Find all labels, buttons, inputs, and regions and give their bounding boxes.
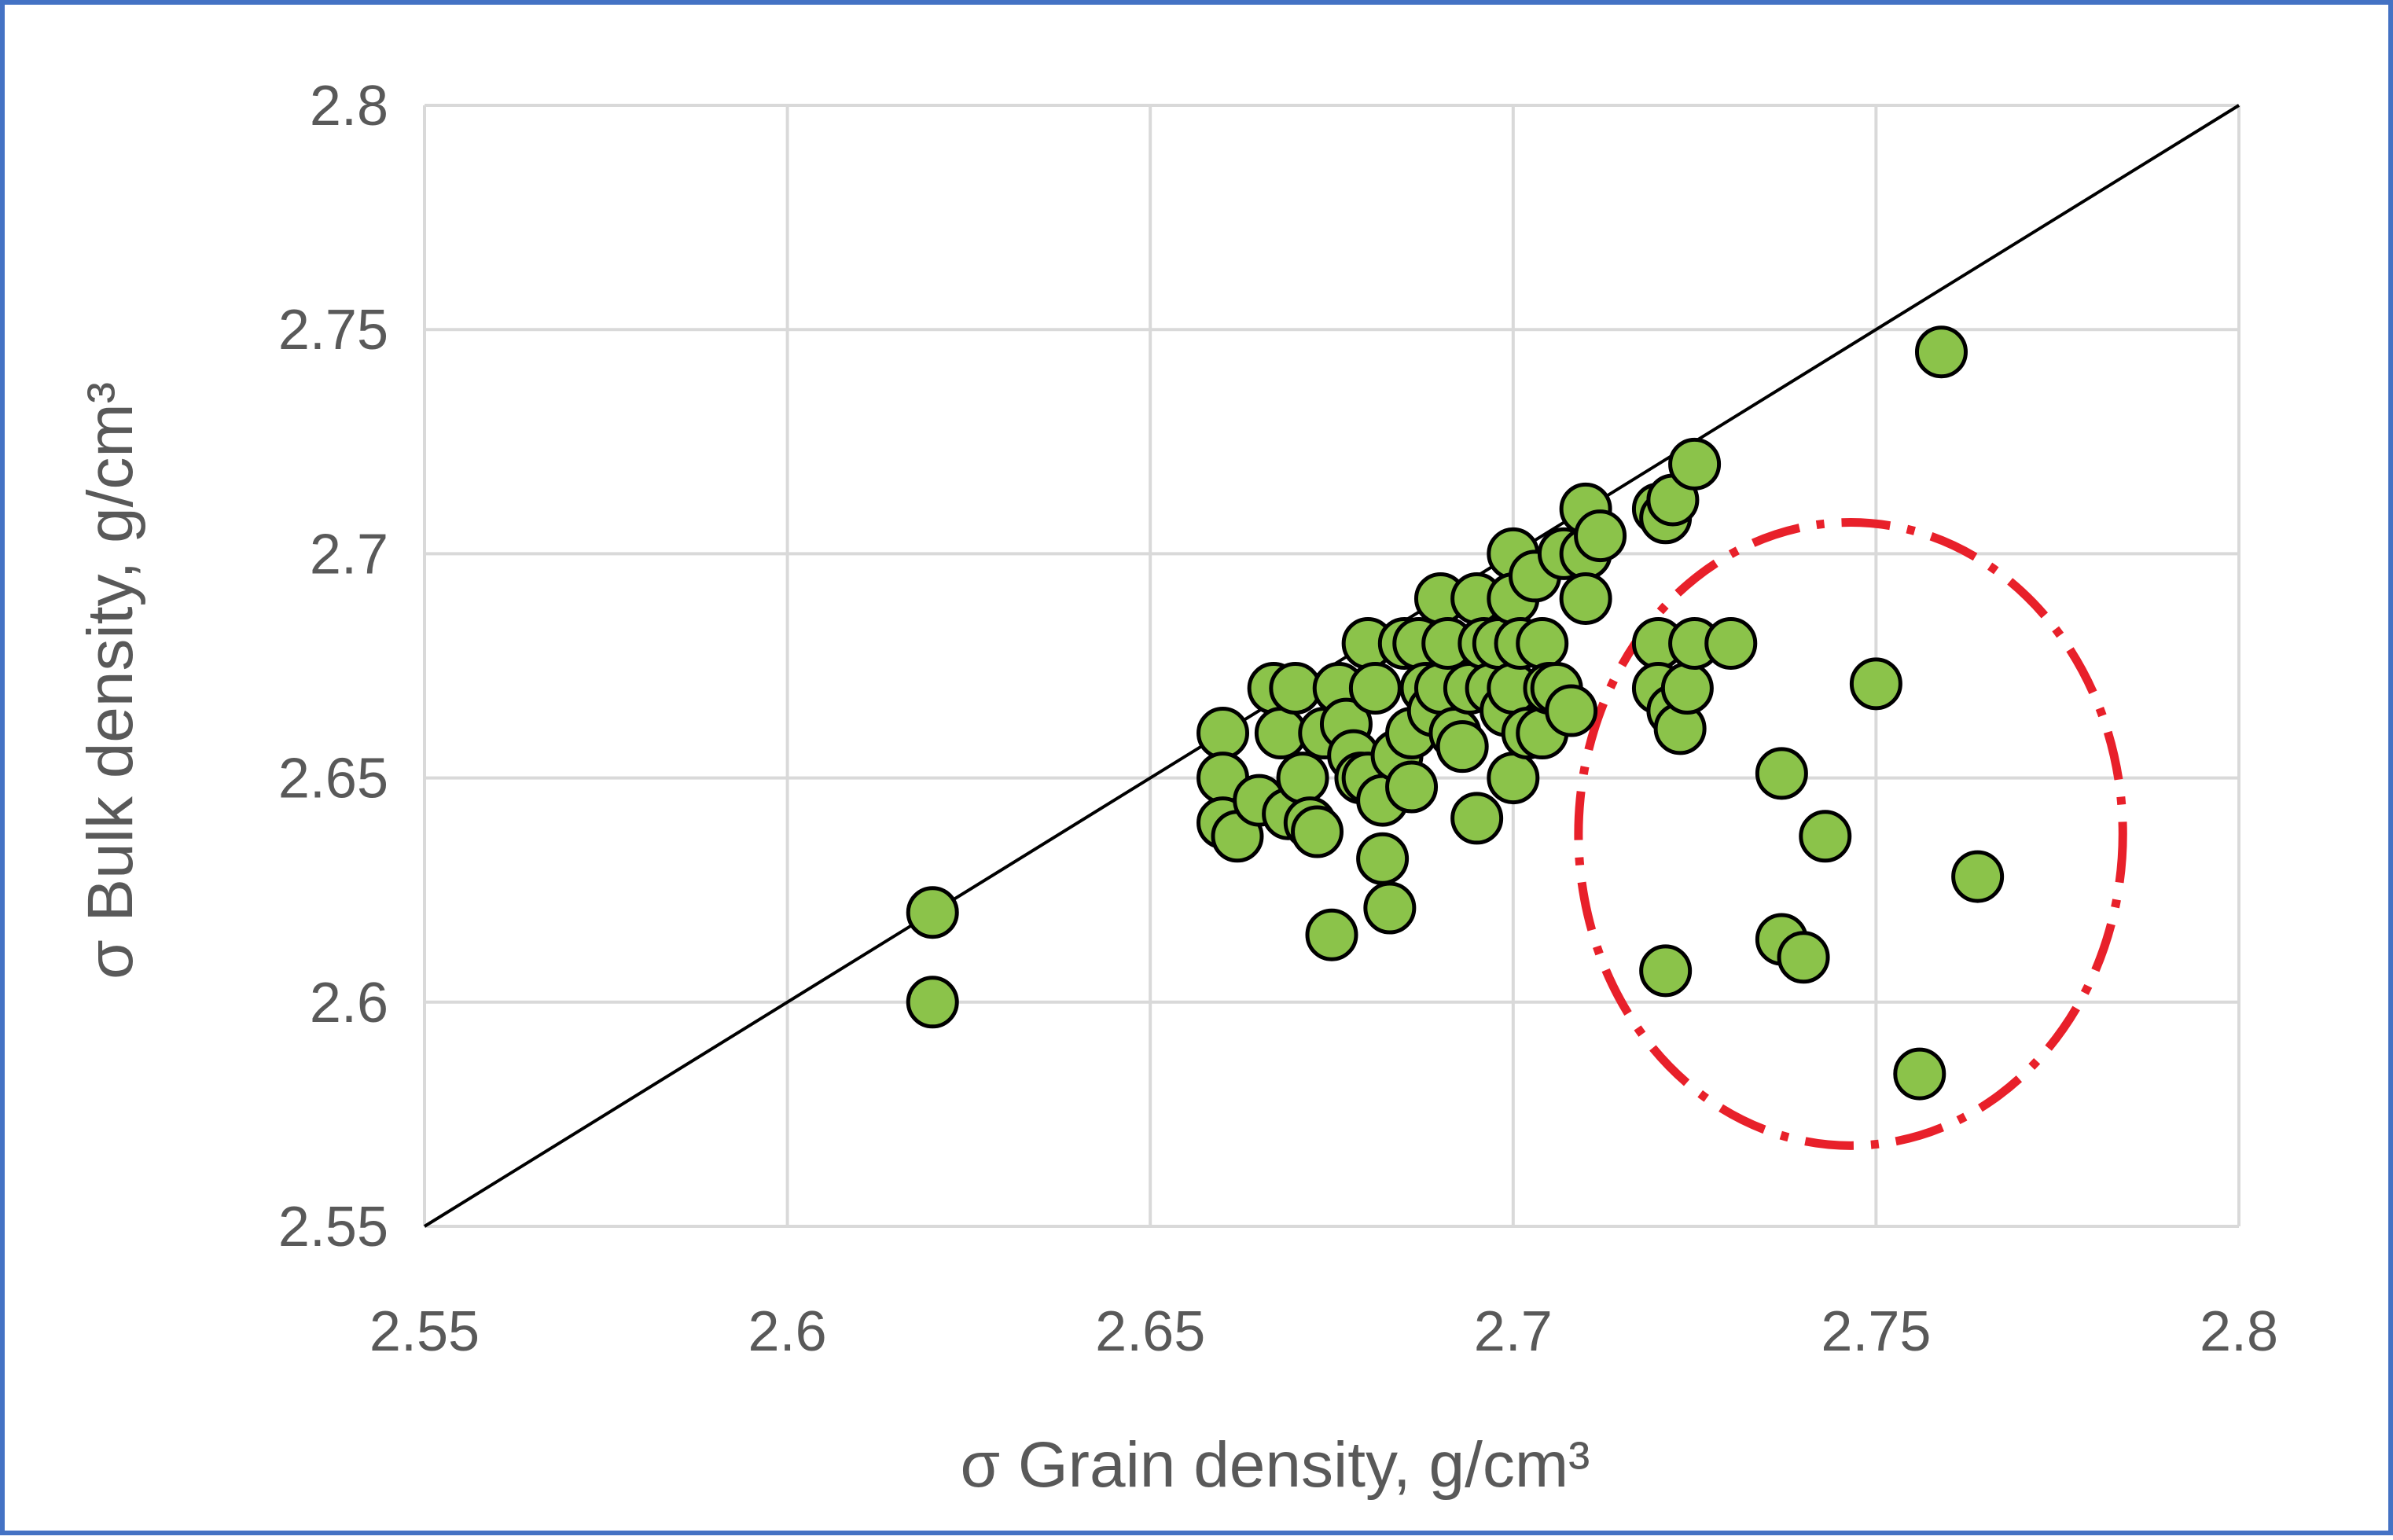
data-point (1914, 325, 1968, 379)
y-tick-label: 2.6 (310, 972, 388, 1035)
y-axis-title: σ Bulk density, g/cm³ (75, 382, 146, 979)
data-point (1356, 832, 1410, 885)
data-point (1305, 908, 1358, 961)
y-tick-label: 2.7 (310, 523, 388, 586)
x-tick-label: 2.55 (369, 1300, 480, 1363)
data-point (1799, 810, 1852, 863)
y-tick-labels: 2.55 2.6 2.65 2.7 2.75 2.8 (278, 75, 388, 1259)
highlight-ellipse-layer (1574, 517, 2127, 1150)
x-tick-label: 2.65 (1095, 1300, 1205, 1363)
data-point (1276, 752, 1329, 805)
data-point (1755, 747, 1808, 800)
y-tick-label: 2.8 (310, 75, 388, 138)
x-tick-label: 2.8 (2200, 1300, 2278, 1363)
data-point (1385, 760, 1439, 814)
data-point (906, 976, 959, 1029)
data-point (1435, 720, 1489, 774)
data-point (1269, 662, 1322, 715)
data-point (1639, 944, 1693, 998)
data-point (1559, 572, 1612, 625)
x-tick-label: 2.6 (748, 1300, 827, 1363)
data-point (1363, 881, 1417, 935)
data-point (906, 886, 959, 939)
x-axis-title: σ Grain density, g/cm³ (961, 1429, 1590, 1501)
data-point (1545, 684, 1598, 737)
y-tick-label: 2.75 (278, 299, 388, 362)
x-tick-labels: 2.55 2.6 2.65 2.7 2.75 2.8 (369, 1300, 2278, 1363)
data-point (1777, 931, 1830, 984)
x-tick-label: 2.7 (1474, 1300, 1553, 1363)
data-point (1291, 805, 1344, 858)
data-point (1704, 616, 1758, 670)
data-point (1348, 662, 1402, 715)
data-point (1668, 437, 1722, 491)
data-points (906, 325, 2005, 1101)
data-point (1951, 850, 2005, 903)
data-point (1660, 662, 1714, 715)
data-point (1196, 707, 1250, 760)
highlight-ellipse (1574, 517, 2127, 1150)
data-point (1574, 509, 1627, 563)
data-point (1487, 752, 1540, 805)
data-point (1849, 657, 1902, 711)
y-tick-label: 2.65 (278, 748, 388, 810)
x-tick-label: 2.75 (1821, 1300, 1931, 1363)
data-point (1254, 707, 1307, 760)
data-point (1516, 616, 1569, 670)
data-point (1893, 1047, 1946, 1101)
data-point (1450, 792, 1504, 845)
scatter-chart: 2.55 2.6 2.65 2.7 2.75 2.8 2.55 2.6 2.65 2.7 2.75… (75, 75, 2278, 1501)
y-tick-label: 2.55 (278, 1196, 388, 1259)
